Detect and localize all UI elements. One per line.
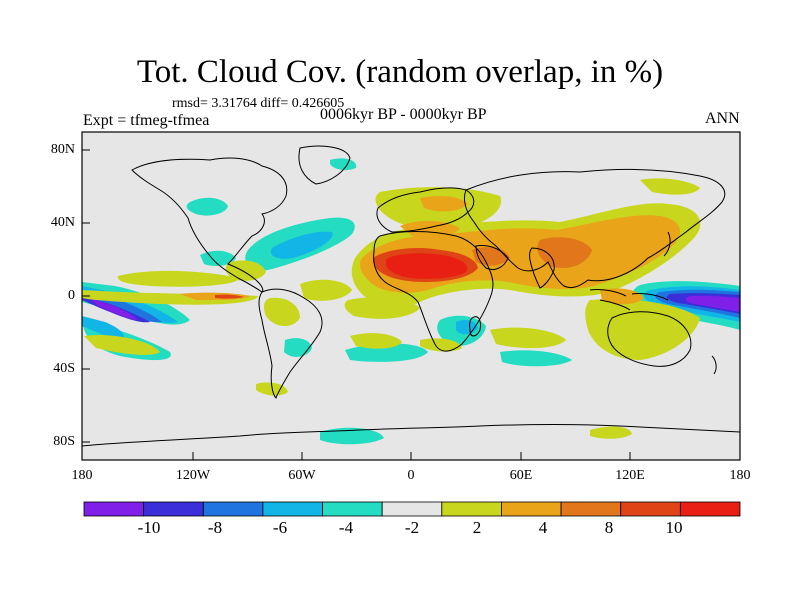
- lon-label-0: 0: [407, 468, 415, 483]
- contour-yellow-south-atlantic: [350, 333, 402, 349]
- lat-label-40s: 40S: [53, 361, 75, 376]
- contour-cyan-indian-south: [500, 350, 572, 367]
- colorbar-swatch: [501, 501, 562, 517]
- contour-blue-atlantic-north: [270, 231, 333, 259]
- colorbar-swatch: [262, 501, 323, 517]
- coast-antarctica: [82, 424, 740, 447]
- lat-label-80s: 80S: [53, 434, 75, 449]
- lat-label-40n: 40N: [50, 215, 75, 230]
- lon-label-60w: 60W: [288, 468, 316, 483]
- contour-purple-western-pacific: [685, 295, 740, 312]
- difference-field: [82, 158, 740, 445]
- colorbar-label-m10: -10: [137, 518, 161, 537]
- colorbar-swatch: [202, 501, 264, 517]
- contour-yellow-atlantic-equator: [300, 279, 352, 301]
- coast-new-zealand: [711, 355, 717, 375]
- coast-australia: [607, 311, 692, 367]
- contour-yellow-indian-south: [490, 327, 566, 349]
- colorbar-swatch: [322, 501, 383, 517]
- coast-greenland: [298, 145, 351, 185]
- season-label: ANN: [705, 110, 740, 127]
- colorbar-label-4: 4: [538, 518, 548, 537]
- colorbar-label-2: 2: [472, 518, 482, 537]
- coastlines: [82, 145, 740, 447]
- contour-orange-indonesia: [600, 288, 644, 305]
- plot-title: Tot. Cloud Cov. (random overlap, in %): [136, 54, 664, 90]
- experiment-label: Expt = tfmeg-tfmea: [83, 112, 210, 129]
- colorbar-swatch: [83, 501, 145, 517]
- contour-blue-eastern-pacific-south: [82, 316, 125, 340]
- coast-south-america: [258, 288, 323, 399]
- contour-orange-europe: [420, 196, 468, 212]
- colorbar-swatch: [441, 501, 502, 517]
- lon-label-180e: 180: [729, 468, 751, 483]
- coast-africa: [373, 231, 494, 352]
- contour-yellow-south-pacific: [84, 334, 160, 355]
- colorbar-swatch: [143, 501, 204, 517]
- coast-india: [529, 247, 555, 289]
- lon-label-120e: 120E: [615, 468, 645, 483]
- contour-cyan-arctic-atlantic: [330, 158, 357, 171]
- contour-yellow-central-america: [225, 260, 266, 281]
- axis-ticks: [82, 149, 631, 460]
- contour-yellow-arctic-asia: [640, 178, 700, 195]
- contour-red-pacific-strip: [215, 294, 244, 299]
- period-label: 0006kyr BP - 0000kyr BP: [320, 106, 487, 123]
- colorbar-label-m2: -2: [404, 518, 420, 537]
- contour-cyan-south-atlantic: [345, 343, 428, 362]
- contour-cyan-southern-ocean: [320, 427, 384, 445]
- colorbar-label-10: 10: [665, 518, 683, 537]
- lon-label-180w: 180: [71, 468, 93, 483]
- colorbar: [83, 501, 741, 517]
- contour-yellow-pacific-north: [117, 270, 240, 287]
- contour-yellow-southern-atlantic-2: [420, 338, 462, 352]
- coast-north-america: [131, 157, 288, 293]
- colorbar-swatch: [620, 501, 681, 517]
- colorbar-label-m6: -6: [272, 518, 288, 537]
- coast-japan: [663, 231, 671, 257]
- contour-yellow-australia: [585, 298, 700, 360]
- contour-yellow-pacific-equator: [82, 290, 258, 305]
- colorbar-label-8: 8: [604, 518, 614, 537]
- lat-label-0: 0: [68, 288, 75, 303]
- coast-indonesia: [589, 289, 669, 311]
- contour-orange-philippines: [610, 248, 650, 269]
- colorbar-label-m8: -8: [207, 518, 223, 537]
- lat-label-80n: 80N: [50, 142, 75, 157]
- contour-red-sahara: [386, 253, 468, 279]
- colorbar-swatch: [381, 501, 443, 517]
- contour-darkorange-india: [537, 237, 592, 269]
- contour-yellow-southern-australia: [590, 426, 632, 439]
- coast-madagascar: [469, 316, 481, 337]
- coast-arabia: [475, 245, 509, 271]
- contour-yellow-south-america: [263, 297, 300, 327]
- lon-label-60e: 60E: [509, 468, 533, 483]
- colorbar-label-m4: -4: [338, 518, 354, 537]
- contour-darkorange-arabia: [472, 247, 510, 266]
- contour-purple-eastern-pacific: [90, 298, 138, 320]
- colorbar-swatch: [560, 501, 622, 517]
- stats-text: rmsd= 3.31764 diff= 0.426605: [172, 96, 345, 111]
- lon-label-120w: 120W: [175, 468, 211, 483]
- contour-cyan-pacific-north: [186, 197, 228, 216]
- colorbar-swatch: [679, 501, 741, 517]
